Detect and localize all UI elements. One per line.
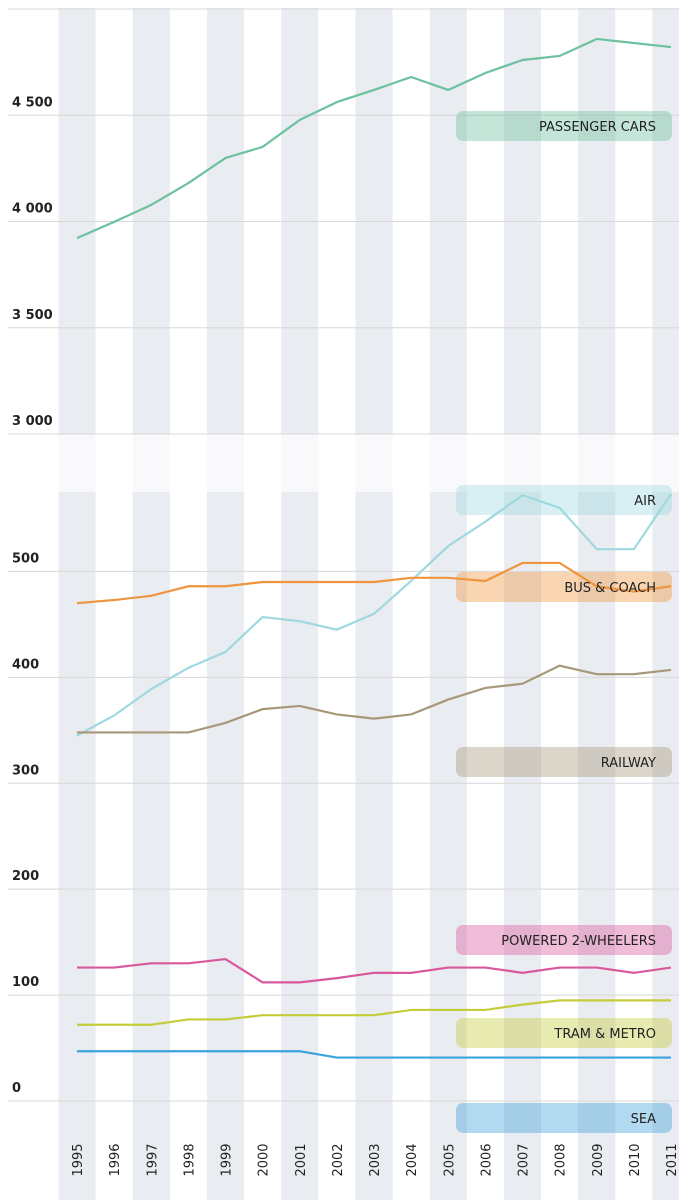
axis-break — [0, 434, 679, 492]
column-stripe — [429, 8, 467, 1200]
column-stripe — [58, 8, 96, 1200]
y-tick-label: 100 — [12, 975, 39, 990]
x-tick-label: 1998 — [182, 1143, 197, 1176]
x-tick-label: 2006 — [479, 1143, 494, 1176]
legend-label: POWERED 2-WHEELERS — [501, 934, 656, 949]
legend-box — [456, 1103, 672, 1133]
legend-label: BUS & COACH — [564, 581, 656, 596]
x-tick-label: 2010 — [628, 1143, 643, 1176]
x-tick-label: 2003 — [368, 1143, 383, 1176]
legend-box — [456, 111, 672, 141]
y-tick-label: 3 000 — [12, 414, 53, 429]
series-line — [76, 37, 672, 240]
x-tick-label: 2007 — [517, 1143, 532, 1176]
series-line — [77, 957, 672, 984]
x-tick-label: 1995 — [71, 1143, 86, 1176]
x-tick-label: 1997 — [145, 1143, 160, 1176]
series-line — [77, 664, 672, 734]
x-tick-label: 2004 — [405, 1143, 420, 1176]
series-line — [77, 999, 671, 1026]
column-stripe — [281, 8, 319, 1200]
legend-label: PASSENGER CARS — [539, 120, 656, 135]
y-tick-label: 200 — [12, 869, 39, 884]
legend-label: AIR — [634, 494, 656, 509]
legend-box — [456, 572, 672, 602]
legend-label: TRAM & METRO — [553, 1027, 656, 1042]
series-line — [77, 1050, 671, 1059]
y-tick-label: 500 — [12, 551, 39, 566]
y-tick-label: 4 000 — [12, 202, 53, 217]
x-tick-label: 1996 — [108, 1143, 123, 1176]
y-tick-label: 400 — [12, 657, 39, 672]
y-tick-label: 300 — [12, 763, 39, 778]
legend-box — [456, 1018, 672, 1048]
series-line — [76, 561, 672, 605]
legend-box — [456, 925, 672, 955]
x-tick-label: 2011 — [665, 1143, 679, 1176]
column-stripe — [132, 8, 170, 1200]
x-tick-label: 2008 — [554, 1143, 569, 1176]
column-stripe — [503, 8, 542, 1200]
x-tick-label: 2001 — [294, 1143, 309, 1176]
legend-box — [456, 747, 672, 777]
x-tick-label: 2009 — [591, 1143, 606, 1176]
legend-label: RAILWAY — [601, 756, 656, 771]
x-tick-label: 2002 — [331, 1143, 346, 1176]
legend-box — [456, 485, 672, 515]
x-tick-label: 1999 — [220, 1143, 235, 1176]
column-stripe — [355, 8, 393, 1200]
x-tick-label: 2005 — [442, 1143, 457, 1176]
y-tick-label: 0 — [12, 1081, 21, 1096]
x-tick-label: 2000 — [257, 1143, 272, 1176]
series-line — [76, 493, 672, 737]
y-tick-label: 3 500 — [12, 308, 53, 323]
column-stripe — [206, 8, 245, 1200]
legend-label: SEA — [631, 1112, 656, 1127]
y-tick-label: 4 500 — [12, 95, 53, 110]
